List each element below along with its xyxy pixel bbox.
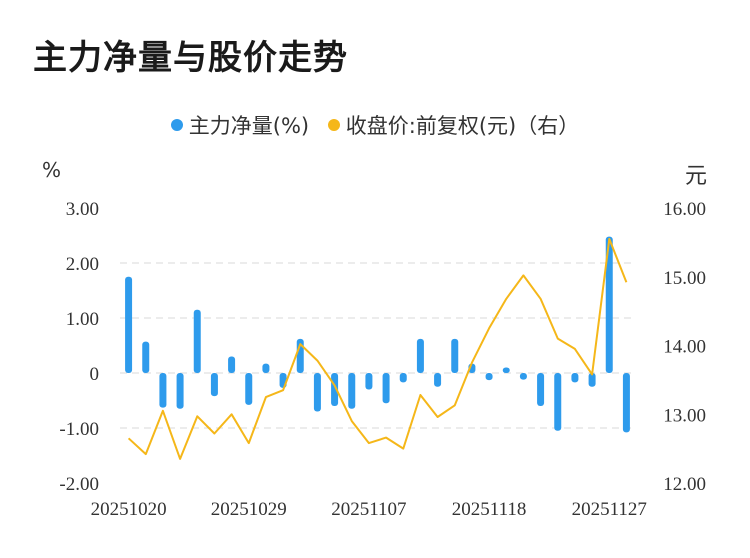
bar [554, 373, 562, 431]
bar [210, 373, 218, 397]
right-axis-unit: 元 [685, 164, 708, 189]
bar [537, 373, 545, 406]
legend-line-dot-icon [327, 119, 340, 131]
legend-line-label: 收盘价:前复权(元)（右） [345, 114, 580, 138]
y-right-tick-label: 15.00 [663, 268, 706, 289]
y-right-tick-label: 16.00 [663, 199, 706, 220]
bar [125, 276, 133, 373]
x-tick-label: 20251127 [572, 499, 647, 520]
y-left-tick-label: 3.00 [66, 199, 99, 220]
y-left-tick-label: 2.00 [66, 254, 99, 275]
legend-bar-label: 主力净量(%) [188, 114, 310, 138]
x-tick-label: 20251107 [331, 499, 406, 520]
legend-item-bar[interactable]: 主力净量(%) [170, 110, 310, 140]
left-axis-unit: % [42, 158, 62, 182]
bar [571, 373, 579, 383]
x-tick-label: 20251118 [452, 499, 527, 520]
price-line [127, 237, 628, 460]
chart-legend: 主力净量(%) 收盘价:前复权(元)（右） [0, 110, 750, 140]
bar [176, 373, 184, 409]
bar [434, 373, 442, 387]
y-right-tick-label: 14.00 [663, 337, 706, 358]
bar [348, 373, 356, 409]
bar [142, 341, 150, 373]
bar [416, 338, 424, 373]
bar [399, 373, 407, 383]
bar [228, 356, 236, 373]
bar [588, 373, 596, 387]
y-right-tick-label: 12.00 [663, 474, 706, 495]
bar [365, 373, 373, 390]
y-left-tick-label: -2.00 [59, 474, 99, 495]
bar [382, 373, 390, 404]
legend-item-line[interactable]: 收盘价:前复权(元)（右） [327, 110, 580, 140]
legend-bar-dot-icon [170, 119, 183, 131]
bar [605, 236, 613, 373]
y-left-tick-label: 1.00 [66, 309, 99, 330]
y-left-tick-label: 0 [90, 364, 100, 385]
bar [193, 309, 201, 373]
chart-title: 主力净量与股价走势 [33, 38, 348, 78]
bar [245, 373, 253, 405]
y-right-tick-label: 13.00 [663, 405, 706, 426]
bar [262, 363, 270, 373]
bar [622, 373, 630, 433]
bar [159, 373, 167, 408]
x-tick-label: 20251020 [91, 499, 167, 520]
bar [502, 367, 510, 373]
bar [451, 338, 459, 373]
bar [519, 373, 527, 380]
y-left-tick-label: -1.00 [59, 419, 99, 440]
x-tick-label: 20251029 [211, 499, 287, 520]
bar [313, 373, 321, 412]
bar [485, 373, 493, 381]
